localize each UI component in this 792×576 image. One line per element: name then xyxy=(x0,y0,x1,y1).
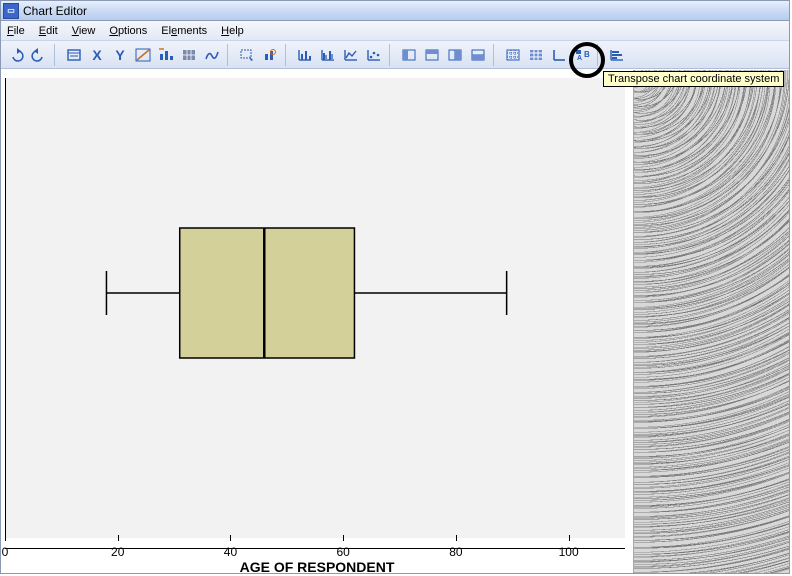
menu-elements[interactable]: Elements xyxy=(161,25,207,37)
undo-button[interactable] xyxy=(5,44,27,66)
chart-pane[interactable]: AGE OF RESPONDENT 0 20 40 60 80 100 xyxy=(1,70,633,573)
menu-options[interactable]: Options xyxy=(109,25,147,37)
redo-button[interactable] xyxy=(28,44,50,66)
y-axis-button[interactable]: Y xyxy=(109,44,131,66)
spline-button[interactable] xyxy=(201,44,223,66)
side-texture xyxy=(633,70,789,573)
x-tick: 20 xyxy=(98,545,138,559)
toolbar: X Y AB xyxy=(1,41,789,69)
x-tick: 0 xyxy=(0,545,25,559)
select-tool-button[interactable] xyxy=(236,44,258,66)
transpose-tooltip: Transpose chart coordinate system xyxy=(603,71,784,87)
clustered-bar-button[interactable] xyxy=(317,44,339,66)
blank-button[interactable] xyxy=(629,44,651,66)
menu-help[interactable]: Help xyxy=(221,25,244,37)
x-tick: 40 xyxy=(210,545,250,559)
explore-button[interactable] xyxy=(259,44,281,66)
axis-button[interactable] xyxy=(548,44,570,66)
x-tick: 100 xyxy=(549,545,589,559)
panel-4-button[interactable] xyxy=(467,44,489,66)
scatter-button[interactable] xyxy=(363,44,385,66)
properties-button[interactable] xyxy=(63,44,85,66)
grid-button[interactable] xyxy=(502,44,524,66)
x-axis-button[interactable]: X xyxy=(86,44,108,66)
svg-text:B: B xyxy=(584,50,590,59)
content-area: AGE OF RESPONDENT 0 20 40 60 80 100 xyxy=(1,70,789,573)
transpose-button[interactable] xyxy=(606,44,628,66)
toolbar-separator xyxy=(227,44,233,66)
text-style-button[interactable]: AB xyxy=(571,44,593,66)
menu-view[interactable]: View xyxy=(72,25,96,37)
panel-1-button[interactable] xyxy=(398,44,420,66)
panel-2-button[interactable] xyxy=(421,44,443,66)
x-tick: 80 xyxy=(436,545,476,559)
toolbar-separator xyxy=(54,44,60,66)
toolbar-separator xyxy=(285,44,291,66)
x-axis-label: AGE OF RESPONDENT xyxy=(1,559,633,575)
toolbar-separator xyxy=(493,44,499,66)
fit-line-button[interactable] xyxy=(132,44,154,66)
toolbar-separator xyxy=(597,44,603,66)
cells-button[interactable] xyxy=(525,44,547,66)
panel-3-button[interactable] xyxy=(444,44,466,66)
window-title: Chart Editor xyxy=(23,4,87,18)
data-labels-button[interactable] xyxy=(155,44,177,66)
menu-edit[interactable]: Edit xyxy=(39,25,58,37)
bar-chart-button[interactable] xyxy=(294,44,316,66)
app-icon: ▭ xyxy=(3,3,19,19)
gridlines-button[interactable] xyxy=(178,44,200,66)
line-chart-button[interactable] xyxy=(340,44,362,66)
x-tick: 60 xyxy=(323,545,363,559)
menu-file[interactable]: File xyxy=(7,25,25,37)
menubar: File Edit View Options Elements Help xyxy=(1,21,789,41)
titlebar: ▭ Chart Editor xyxy=(1,1,789,21)
toolbar-separator xyxy=(389,44,395,66)
boxplot xyxy=(5,78,625,538)
svg-text:A: A xyxy=(577,55,582,62)
